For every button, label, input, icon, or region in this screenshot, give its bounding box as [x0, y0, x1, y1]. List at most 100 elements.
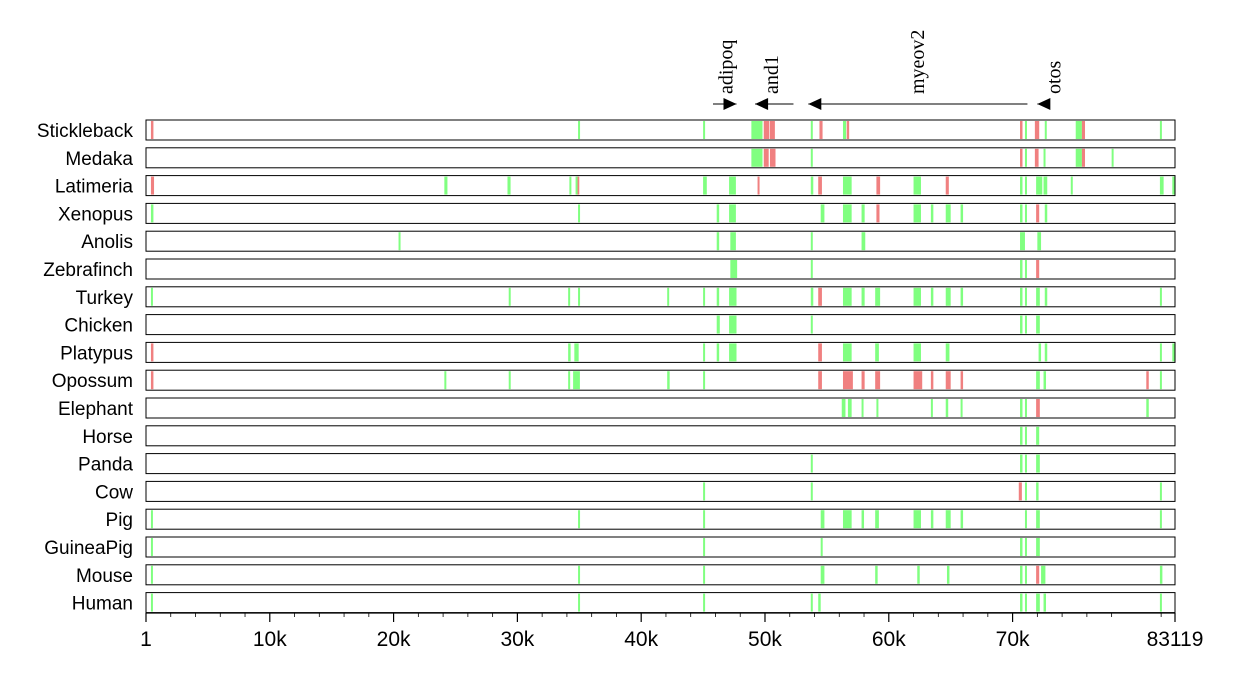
- conservation-mark: [913, 510, 921, 529]
- gene-and1: and1: [755, 55, 794, 110]
- species-label: Medaka: [65, 149, 133, 170]
- x-tick-label: 1: [140, 628, 152, 651]
- conservation-mark: [703, 510, 706, 529]
- conservation-mark: [716, 315, 720, 334]
- conservation-mark: [1070, 176, 1073, 195]
- track-border: [145, 341, 1176, 363]
- conservation-mark: [1034, 121, 1040, 139]
- track-border: [145, 147, 1176, 169]
- conservation-mark: [1081, 121, 1086, 139]
- conservation-mark: [818, 593, 821, 612]
- conservation-mark: [1159, 510, 1162, 529]
- conservation-mark: [1020, 204, 1023, 223]
- conservation-mark: [1024, 204, 1027, 223]
- conservation-mark: [820, 565, 825, 584]
- gene-adipoq: adipoq: [712, 40, 738, 110]
- conservation-mark: [913, 343, 921, 362]
- conservation-mark: [1037, 232, 1042, 251]
- species-track-panda: Panda: [78, 453, 1176, 476]
- species-track-platypus: Platypus: [60, 341, 1176, 364]
- conservation-mark: [810, 287, 814, 306]
- conservation-mark: [1159, 593, 1162, 612]
- conservation-mark: [578, 204, 581, 223]
- conservation-mark: [1036, 399, 1040, 417]
- conservation-mark: [398, 232, 401, 251]
- conservation-mark: [1036, 593, 1040, 612]
- gene-label: and1: [761, 55, 783, 94]
- x-tick-label: 70k: [996, 628, 1030, 651]
- conservation-mark: [1020, 426, 1023, 445]
- conservation-mark: [1020, 260, 1023, 278]
- conservation-mark: [1044, 204, 1048, 223]
- conservation-mark: [913, 287, 921, 306]
- conservation-mark: [876, 176, 881, 195]
- track-border: [145, 286, 1176, 308]
- conservation-mark: [1036, 482, 1039, 501]
- conservation-mark: [730, 260, 738, 278]
- conservation-mark: [930, 371, 934, 390]
- conservation-mark: [508, 371, 511, 390]
- conservation-mark: [150, 565, 153, 584]
- conservation-mark: [1159, 565, 1163, 584]
- conservation-mark: [578, 510, 581, 529]
- gene-annotation-layer: adipoq and1 myeov2 otos: [712, 30, 1065, 110]
- conservation-mark: [1024, 260, 1027, 278]
- conservation-mark: [1043, 176, 1048, 195]
- conservation-mark: [1020, 232, 1025, 251]
- species-label: Human: [72, 594, 133, 615]
- conservation-mark: [757, 176, 760, 195]
- conservation-mark: [1024, 315, 1027, 334]
- species-label: Opossum: [52, 371, 133, 392]
- conservation-mark: [1024, 121, 1027, 139]
- conservation-mark: [875, 343, 879, 362]
- conservation-mark: [1024, 482, 1027, 501]
- conservation-mark: [946, 565, 950, 584]
- x-tick-label: 30k: [500, 628, 534, 651]
- conservation-mark: [913, 176, 921, 195]
- conservation-mark: [945, 371, 951, 390]
- conservation-mark: [150, 593, 153, 612]
- conservation-mark: [842, 287, 852, 306]
- conservation-mark: [568, 287, 571, 306]
- species-track-zebrafinch: Zebrafinch: [43, 258, 1176, 281]
- conservation-mark: [875, 565, 878, 584]
- conservation-mark: [1024, 176, 1027, 195]
- conservation-mark: [578, 593, 581, 612]
- conservation-mark: [818, 371, 822, 390]
- conservation-mark: [930, 287, 934, 306]
- conservation-mark: [716, 204, 720, 223]
- x-tick-label: 20k: [377, 628, 411, 651]
- conservation-mark: [763, 148, 769, 167]
- species-label: Platypus: [60, 343, 133, 364]
- conservation-mark: [1172, 343, 1175, 362]
- conservation-mark: [930, 204, 934, 223]
- conservation-mark: [846, 121, 850, 139]
- species-label: Chicken: [64, 316, 133, 337]
- conservation-mark: [729, 343, 737, 362]
- conservation-mark: [1043, 148, 1046, 167]
- species-track-opossum: Opossum: [52, 369, 1176, 392]
- track-border: [145, 258, 1176, 280]
- species-label: Horse: [82, 427, 133, 448]
- conservation-mark: [1159, 121, 1162, 139]
- species-track-anolis: Anolis: [81, 230, 1176, 253]
- conservation-mark: [810, 148, 813, 167]
- track-border: [145, 230, 1176, 252]
- conservation-mark: [573, 371, 580, 390]
- gene-label: myeov2: [907, 30, 929, 94]
- track-border: [145, 480, 1176, 502]
- conservation-mark: [1024, 287, 1027, 306]
- gene-myeov2: myeov2: [808, 30, 1028, 110]
- conservation-mark: [703, 482, 706, 501]
- conservation-mark: [729, 204, 736, 223]
- conservation-mark: [819, 121, 823, 139]
- conservation-mark: [842, 510, 852, 529]
- conservation-mark: [861, 399, 864, 417]
- conservation-mark: [1020, 287, 1023, 306]
- conservation-mark: [1159, 482, 1162, 501]
- conservation-mark: [703, 593, 706, 612]
- conservation-mark: [729, 315, 737, 334]
- gene-arrowhead: [1037, 98, 1051, 110]
- conservation-mark: [960, 399, 963, 417]
